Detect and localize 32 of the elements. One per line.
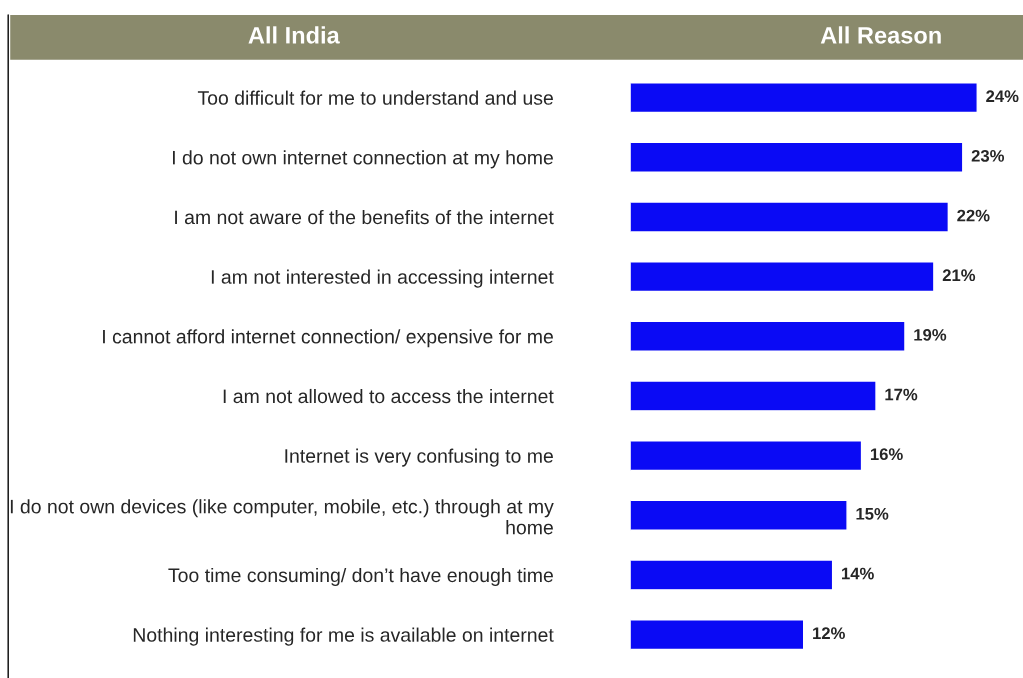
data-label: 19% — [914, 328, 947, 341]
y-tick-label: I do not own internet connection at my home — [172, 150, 553, 169]
bar — [630, 440, 863, 472]
data-label: 22% — [957, 209, 990, 222]
y-tick-label: Too time consuming/ don’t have enough time — [168, 567, 553, 587]
bar — [630, 320, 906, 352]
bar — [630, 380, 877, 412]
y-tick-label: I am not aware of the benefits of the internet — [175, 209, 554, 225]
y-tick-label: I am not interested in accessing internet — [211, 269, 554, 288]
bar — [630, 82, 978, 114]
data-label: 15% — [856, 507, 889, 520]
data-label: 16% — [870, 448, 903, 461]
y-tick-label: Too difficult for me to understand and use — [197, 90, 553, 105]
y-tick-label: I do not own devices (like computer, mobile, etc.) through at my home — [10, 499, 554, 535]
bar — [630, 499, 848, 531]
data-label: 24% — [986, 90, 1019, 103]
chart-title: All Reason — [820, 26, 941, 44]
data-label: 23% — [971, 149, 1005, 162]
bar — [630, 201, 950, 233]
data-label: 17% — [885, 388, 918, 401]
y-tick-label: Internet is very confusing to me — [285, 448, 553, 467]
y-tick-label: Nothing interesting for me is available on internet — [133, 627, 554, 646]
bar — [630, 261, 935, 293]
bar — [630, 141, 964, 173]
data-label: 21% — [942, 269, 976, 282]
y-tick-label: I cannot afford internet connection/ expensive for me — [103, 329, 553, 348]
data-label: 14% — [842, 567, 874, 580]
bar — [630, 559, 834, 591]
data-label: 12% — [813, 627, 845, 640]
y-axis-title: All India — [248, 26, 340, 44]
y-tick-label: I am not allowed to access the internet — [223, 388, 554, 404]
bar — [630, 618, 805, 651]
